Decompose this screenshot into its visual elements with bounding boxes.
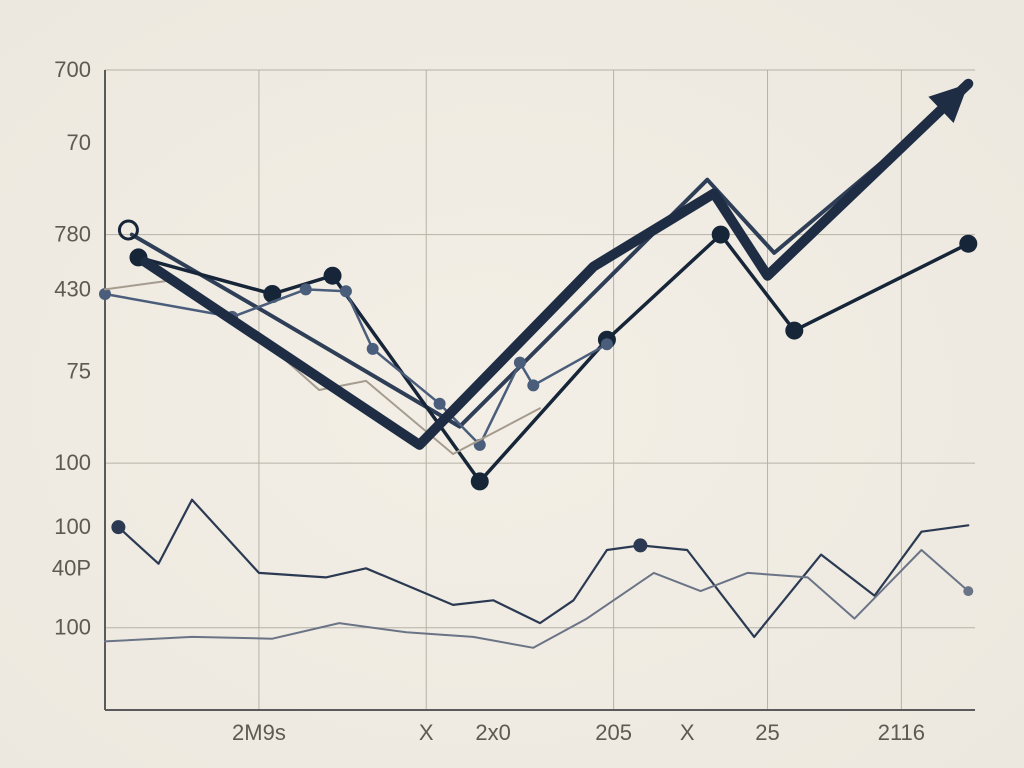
marker-secondary [300, 283, 312, 295]
marker-secondary [527, 379, 539, 391]
x-tick-label: 205 [595, 720, 632, 745]
marker-primary [785, 322, 803, 340]
x-tick-label: 2116 [878, 720, 925, 745]
x-tick-label: 2x0 [475, 720, 510, 745]
marker-secondary [367, 343, 379, 355]
marker-primary [712, 226, 730, 244]
x-tick-label: 25 [755, 720, 779, 745]
marker-low-a [633, 538, 647, 552]
x-tick-label: 2M9s [232, 720, 286, 745]
marker-secondary [340, 285, 352, 297]
y-tick-label: 100 [54, 514, 91, 539]
x-tick-label: X [680, 720, 695, 745]
y-tick-label: 700 [54, 57, 91, 82]
x-tick-label: X [419, 720, 434, 745]
marker-low-a [111, 520, 125, 534]
marker-primary [324, 267, 342, 285]
marker-secondary [601, 338, 613, 350]
line-chart: 700 70 780 430 75 100 100 40P 100 2M9s X 2x0 205 X 25 2… [0, 0, 1024, 768]
y-tick-label: 780 [54, 222, 91, 247]
y-tick-label: 100 [54, 450, 91, 475]
chart-svg: 700 70 780 430 75 100 100 40P 100 2M9s X 2x0 205 X 25 2… [0, 0, 1024, 768]
y-tick-label: 40P [52, 555, 91, 580]
y-tick-label: 430 [54, 276, 91, 301]
y-tick-label: 100 [54, 615, 91, 640]
y-tick-label: 70 [67, 130, 91, 155]
marker-secondary [434, 398, 446, 410]
marker-secondary [514, 357, 526, 369]
marker-primary [471, 472, 489, 490]
chart-background [0, 0, 1024, 768]
y-tick-label: 75 [67, 359, 91, 384]
marker-primary [959, 235, 977, 253]
marker-low-b [963, 586, 973, 596]
